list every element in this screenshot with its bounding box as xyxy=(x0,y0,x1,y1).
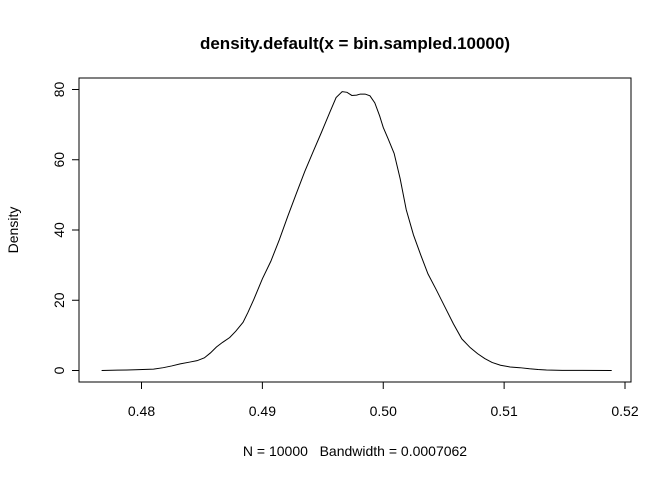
y-axis: 0 20 40 60 80 xyxy=(51,82,80,374)
x-tick-label: 0.50 xyxy=(370,403,397,419)
y-tick-label: 80 xyxy=(51,82,67,98)
y-tick-label: 0 xyxy=(51,366,67,374)
density-curve xyxy=(101,91,612,371)
x-axis-label: N = 10000 Bandwidth = 0.0007062 xyxy=(243,443,467,459)
x-tick-label: 0.52 xyxy=(611,403,638,419)
x-tick-label: 0.48 xyxy=(128,403,155,419)
plot-frame xyxy=(78,77,632,383)
chart-title: density.default(x = bin.sampled.10000) xyxy=(200,34,510,53)
x-tick-label: 0.51 xyxy=(491,403,518,419)
y-axis-label: Density xyxy=(5,207,21,254)
x-tick-label: 0.49 xyxy=(249,403,276,419)
y-tick-label: 20 xyxy=(51,292,67,308)
y-tick-label: 40 xyxy=(51,222,67,238)
y-tick-label: 60 xyxy=(51,152,67,168)
x-axis: 0.48 0.49 0.50 0.51 0.52 xyxy=(128,381,639,419)
